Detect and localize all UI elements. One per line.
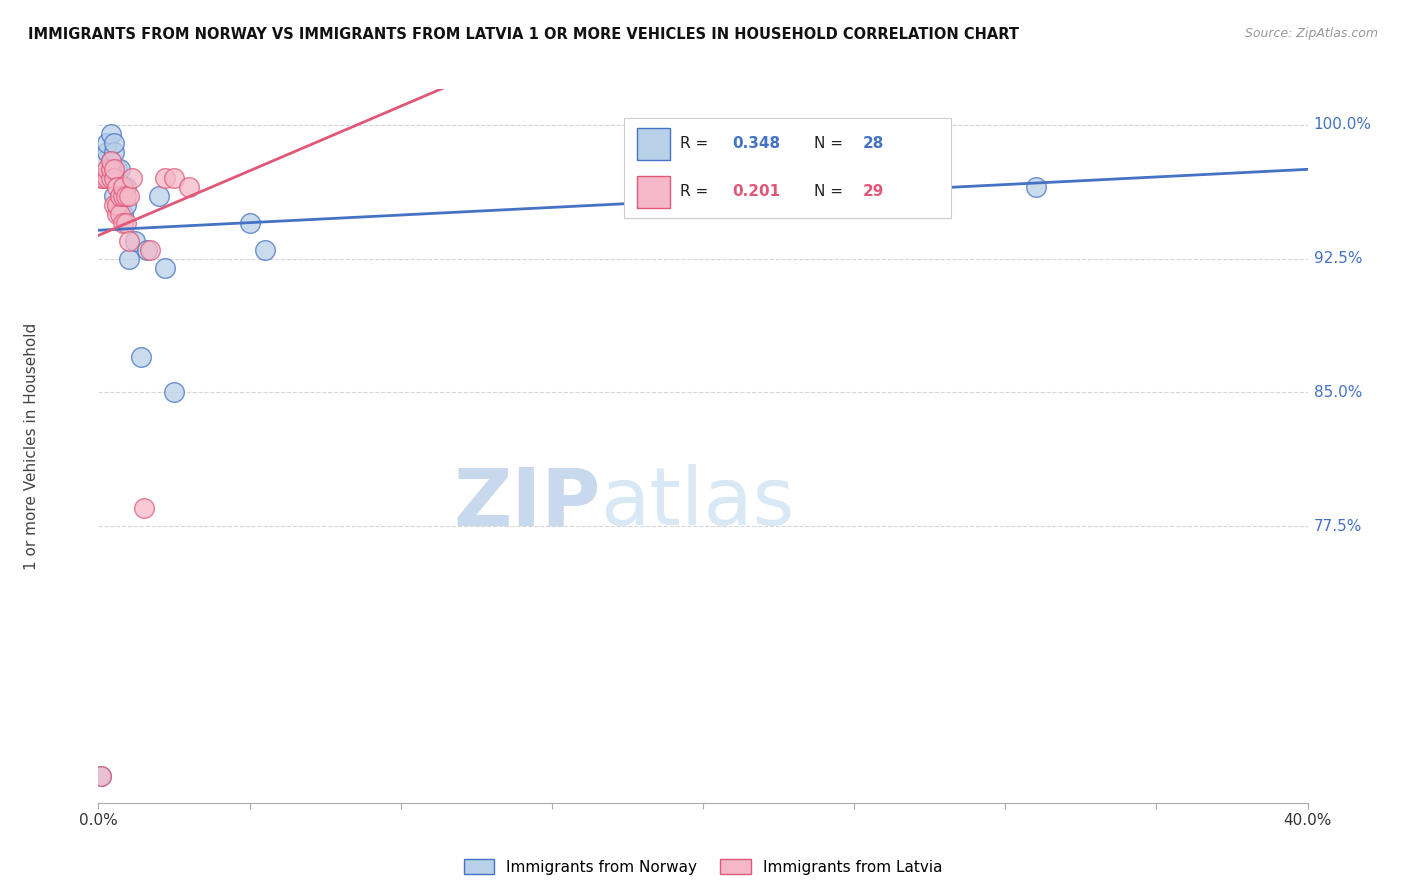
Point bbox=[103, 171, 125, 186]
Text: IMMIGRANTS FROM NORWAY VS IMMIGRANTS FROM LATVIA 1 OR MORE VEHICLES IN HOUSEHOLD: IMMIGRANTS FROM NORWAY VS IMMIGRANTS FRO… bbox=[28, 27, 1019, 42]
Point bbox=[253, 243, 276, 257]
Text: 92.5%: 92.5% bbox=[1313, 252, 1362, 266]
Point bbox=[90, 769, 112, 783]
Point bbox=[114, 216, 136, 230]
Point bbox=[93, 153, 115, 168]
Point bbox=[1024, 180, 1046, 194]
Point bbox=[132, 501, 155, 516]
Point bbox=[96, 162, 118, 177]
Text: 100.0%: 100.0% bbox=[1313, 118, 1372, 132]
Point bbox=[90, 171, 112, 186]
Point bbox=[163, 171, 186, 186]
Point bbox=[103, 198, 125, 212]
Point bbox=[96, 145, 118, 159]
Point bbox=[118, 234, 141, 248]
Point bbox=[108, 189, 131, 203]
Point bbox=[100, 153, 122, 168]
Text: atlas: atlas bbox=[600, 464, 794, 542]
Point bbox=[111, 216, 134, 230]
Point bbox=[105, 207, 128, 221]
Point bbox=[148, 189, 170, 203]
Point bbox=[114, 198, 136, 212]
Point bbox=[121, 171, 143, 186]
Point bbox=[96, 136, 118, 150]
Point bbox=[103, 162, 125, 177]
Text: 77.5%: 77.5% bbox=[1313, 519, 1362, 533]
Point bbox=[100, 153, 122, 168]
Point bbox=[111, 180, 134, 194]
Point bbox=[93, 171, 115, 186]
Point bbox=[177, 180, 201, 194]
Point bbox=[118, 252, 141, 266]
Point bbox=[111, 180, 134, 194]
Point bbox=[153, 171, 176, 186]
Point bbox=[108, 162, 131, 177]
Point bbox=[96, 171, 118, 186]
Point bbox=[108, 189, 131, 203]
Text: 1 or more Vehicles in Household: 1 or more Vehicles in Household bbox=[24, 322, 39, 570]
Point bbox=[239, 216, 262, 230]
Point bbox=[813, 162, 835, 177]
Point bbox=[105, 171, 128, 186]
Point bbox=[111, 207, 134, 221]
Point bbox=[100, 162, 122, 177]
Point bbox=[118, 189, 141, 203]
Point bbox=[114, 180, 136, 194]
Point bbox=[103, 189, 125, 203]
Point bbox=[139, 243, 162, 257]
Point bbox=[100, 171, 122, 186]
Legend: Immigrants from Norway, Immigrants from Latvia: Immigrants from Norway, Immigrants from … bbox=[457, 853, 949, 880]
Point bbox=[153, 260, 176, 275]
Text: Source: ZipAtlas.com: Source: ZipAtlas.com bbox=[1244, 27, 1378, 40]
Point bbox=[108, 207, 131, 221]
Point bbox=[105, 180, 128, 194]
Text: 85.0%: 85.0% bbox=[1313, 385, 1362, 400]
Point bbox=[135, 243, 157, 257]
Point bbox=[103, 145, 125, 159]
Point bbox=[163, 385, 186, 400]
Point bbox=[105, 162, 128, 177]
Point bbox=[90, 769, 112, 783]
Point bbox=[124, 234, 146, 248]
Point bbox=[111, 189, 134, 203]
Point bbox=[100, 127, 122, 141]
Text: ZIP: ZIP bbox=[453, 464, 600, 542]
Point bbox=[114, 189, 136, 203]
Point bbox=[105, 198, 128, 212]
Point bbox=[103, 136, 125, 150]
Point bbox=[129, 350, 152, 364]
